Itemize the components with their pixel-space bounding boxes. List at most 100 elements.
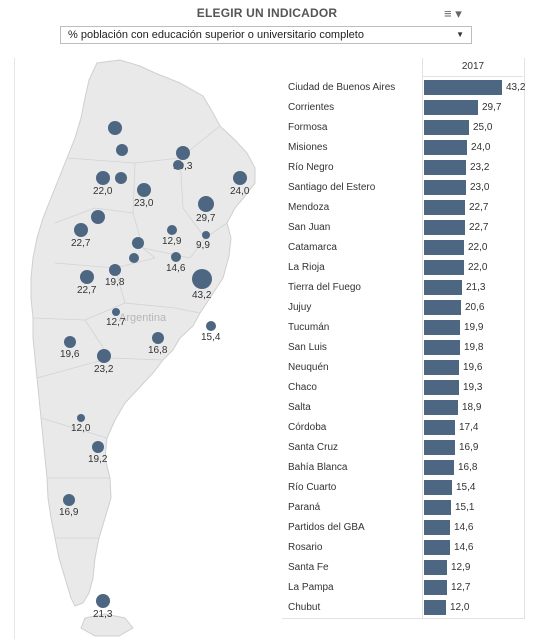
map-bubble-label: 12,0 xyxy=(71,423,91,434)
map-bubble[interactable] xyxy=(74,223,88,237)
map-bubble[interactable] xyxy=(176,146,190,160)
ranking-table: 2017 Ciudad de Buenos Aires 43,2 Corriente… xyxy=(282,58,525,619)
map-bubble[interactable] xyxy=(63,494,75,506)
table-row-bar[interactable] xyxy=(424,240,464,255)
table-row-name: Chubut xyxy=(288,602,321,613)
map-bubble-label: 22,7 xyxy=(77,285,97,296)
table-row-bar[interactable] xyxy=(424,80,502,95)
map-bubble-label: 23,0 xyxy=(134,198,154,209)
map-bubble[interactable] xyxy=(129,253,139,263)
map-bubble-label: 12,9 xyxy=(162,236,182,247)
table-row-name: Jujuy xyxy=(288,302,312,313)
table-row-name: Tucumán xyxy=(288,322,330,333)
table-row-bar[interactable] xyxy=(424,180,466,195)
map-bubble-label: 12,7 xyxy=(106,317,126,328)
table-row-name: Neuquén xyxy=(288,362,329,373)
table-row-value: 19,8 xyxy=(464,342,484,353)
table-row-bar[interactable] xyxy=(424,360,459,375)
table-row-bar[interactable] xyxy=(424,500,451,515)
table-row-name: Río Negro xyxy=(288,162,334,173)
map-panel[interactable]: Argentina 19,322,024,023,029,722,712,99,… xyxy=(14,58,283,639)
table-row-value: 14,6 xyxy=(454,522,474,533)
table-row-name: La Pampa xyxy=(288,582,334,593)
table-row-bar[interactable] xyxy=(424,220,465,235)
map-bubble[interactable] xyxy=(206,321,216,331)
map-bubble[interactable] xyxy=(80,270,94,284)
map-bubble-label: 22,7 xyxy=(71,238,91,249)
table-row-bar[interactable] xyxy=(424,260,464,275)
map-bubble[interactable] xyxy=(96,171,110,185)
map-bubble[interactable] xyxy=(198,196,214,212)
table-row-value: 16,9 xyxy=(459,442,479,453)
indicator-select[interactable]: % población con educación superior o uni… xyxy=(60,26,472,44)
map-bubble[interactable] xyxy=(91,210,105,224)
map-bubble-label: 16,9 xyxy=(59,507,79,518)
map-bubble[interactable] xyxy=(132,237,144,249)
map-bubble[interactable] xyxy=(233,171,247,185)
table-row-value: 25,0 xyxy=(473,122,493,133)
map-bubble[interactable] xyxy=(116,144,128,156)
table-row-bar[interactable] xyxy=(424,100,478,115)
year-column-header: 2017 xyxy=(422,58,523,77)
menu-icon[interactable]: ≡ ▾ xyxy=(444,6,462,21)
map-bubble[interactable] xyxy=(77,414,85,422)
map-bubble[interactable] xyxy=(64,336,76,348)
table-row-bar[interactable] xyxy=(424,580,447,595)
map-bubble[interactable] xyxy=(152,332,164,344)
map-bubble-label: 19,6 xyxy=(60,349,80,360)
table-row-bar[interactable] xyxy=(424,160,466,175)
table-row-bar[interactable] xyxy=(424,200,465,215)
map-bubble[interactable] xyxy=(97,349,111,363)
column-divider xyxy=(422,76,423,618)
table-row-bar[interactable] xyxy=(424,480,452,495)
table-row-bar[interactable] xyxy=(424,320,460,335)
table-row-value: 15,1 xyxy=(455,502,475,513)
table-row-value: 14,6 xyxy=(454,542,474,553)
map-bubble[interactable] xyxy=(137,183,151,197)
map-bubble[interactable] xyxy=(171,252,181,262)
map-bubble-label: 21,3 xyxy=(93,609,113,620)
map-bubble[interactable] xyxy=(173,160,183,170)
table-row-value: 23,2 xyxy=(470,162,490,173)
country-label: Argentina xyxy=(119,312,167,324)
table-row-value: 21,3 xyxy=(466,282,486,293)
table-row-bar[interactable] xyxy=(424,600,446,615)
map-bubble[interactable] xyxy=(112,308,120,316)
table-row-bar[interactable] xyxy=(424,520,450,535)
map-bubble[interactable] xyxy=(192,269,212,289)
table-row-bar[interactable] xyxy=(424,140,467,155)
table-row-bar[interactable] xyxy=(424,300,461,315)
table-row-value: 18,9 xyxy=(462,402,482,413)
table-row-name: Formosa xyxy=(288,122,328,133)
table-row-name: Salta xyxy=(288,402,311,413)
table-row-bar[interactable] xyxy=(424,420,455,435)
table-row-bar[interactable] xyxy=(424,380,459,395)
table-row-name: Córdoba xyxy=(288,422,327,433)
table-row-name: Tierra del Fuego xyxy=(288,282,361,293)
map-bubble[interactable] xyxy=(92,441,104,453)
map-bubble[interactable] xyxy=(167,225,177,235)
map-bubble-label: 43,2 xyxy=(192,290,212,301)
table-row-bar[interactable] xyxy=(424,120,469,135)
table-row-bar[interactable] xyxy=(424,460,454,475)
map-bubble-label: 9,9 xyxy=(196,240,210,251)
table-row-name: Catamarca xyxy=(288,242,337,253)
table-row-bar[interactable] xyxy=(424,340,460,355)
map-bubble-label: 19,2 xyxy=(88,454,108,465)
map-bubble[interactable] xyxy=(109,264,121,276)
map-bubble[interactable] xyxy=(202,231,210,239)
table-row-name: Rosario xyxy=(288,542,323,553)
table-row-bar[interactable] xyxy=(424,280,462,295)
table-row-name: Corrientes xyxy=(288,102,335,113)
map-bubble[interactable] xyxy=(96,594,110,608)
table-row-value: 17,4 xyxy=(459,422,479,433)
table-row-bar[interactable] xyxy=(424,440,455,455)
map-bubble[interactable] xyxy=(115,172,127,184)
table-row-bar[interactable] xyxy=(424,560,447,575)
table-row-value: 19,3 xyxy=(463,382,483,393)
map-bubble[interactable] xyxy=(108,121,122,135)
table-row-name: Río Cuarto xyxy=(288,482,337,493)
dropdown-arrow-icon: ▼ xyxy=(456,30,464,39)
table-row-bar[interactable] xyxy=(424,540,450,555)
table-row-bar[interactable] xyxy=(424,400,458,415)
